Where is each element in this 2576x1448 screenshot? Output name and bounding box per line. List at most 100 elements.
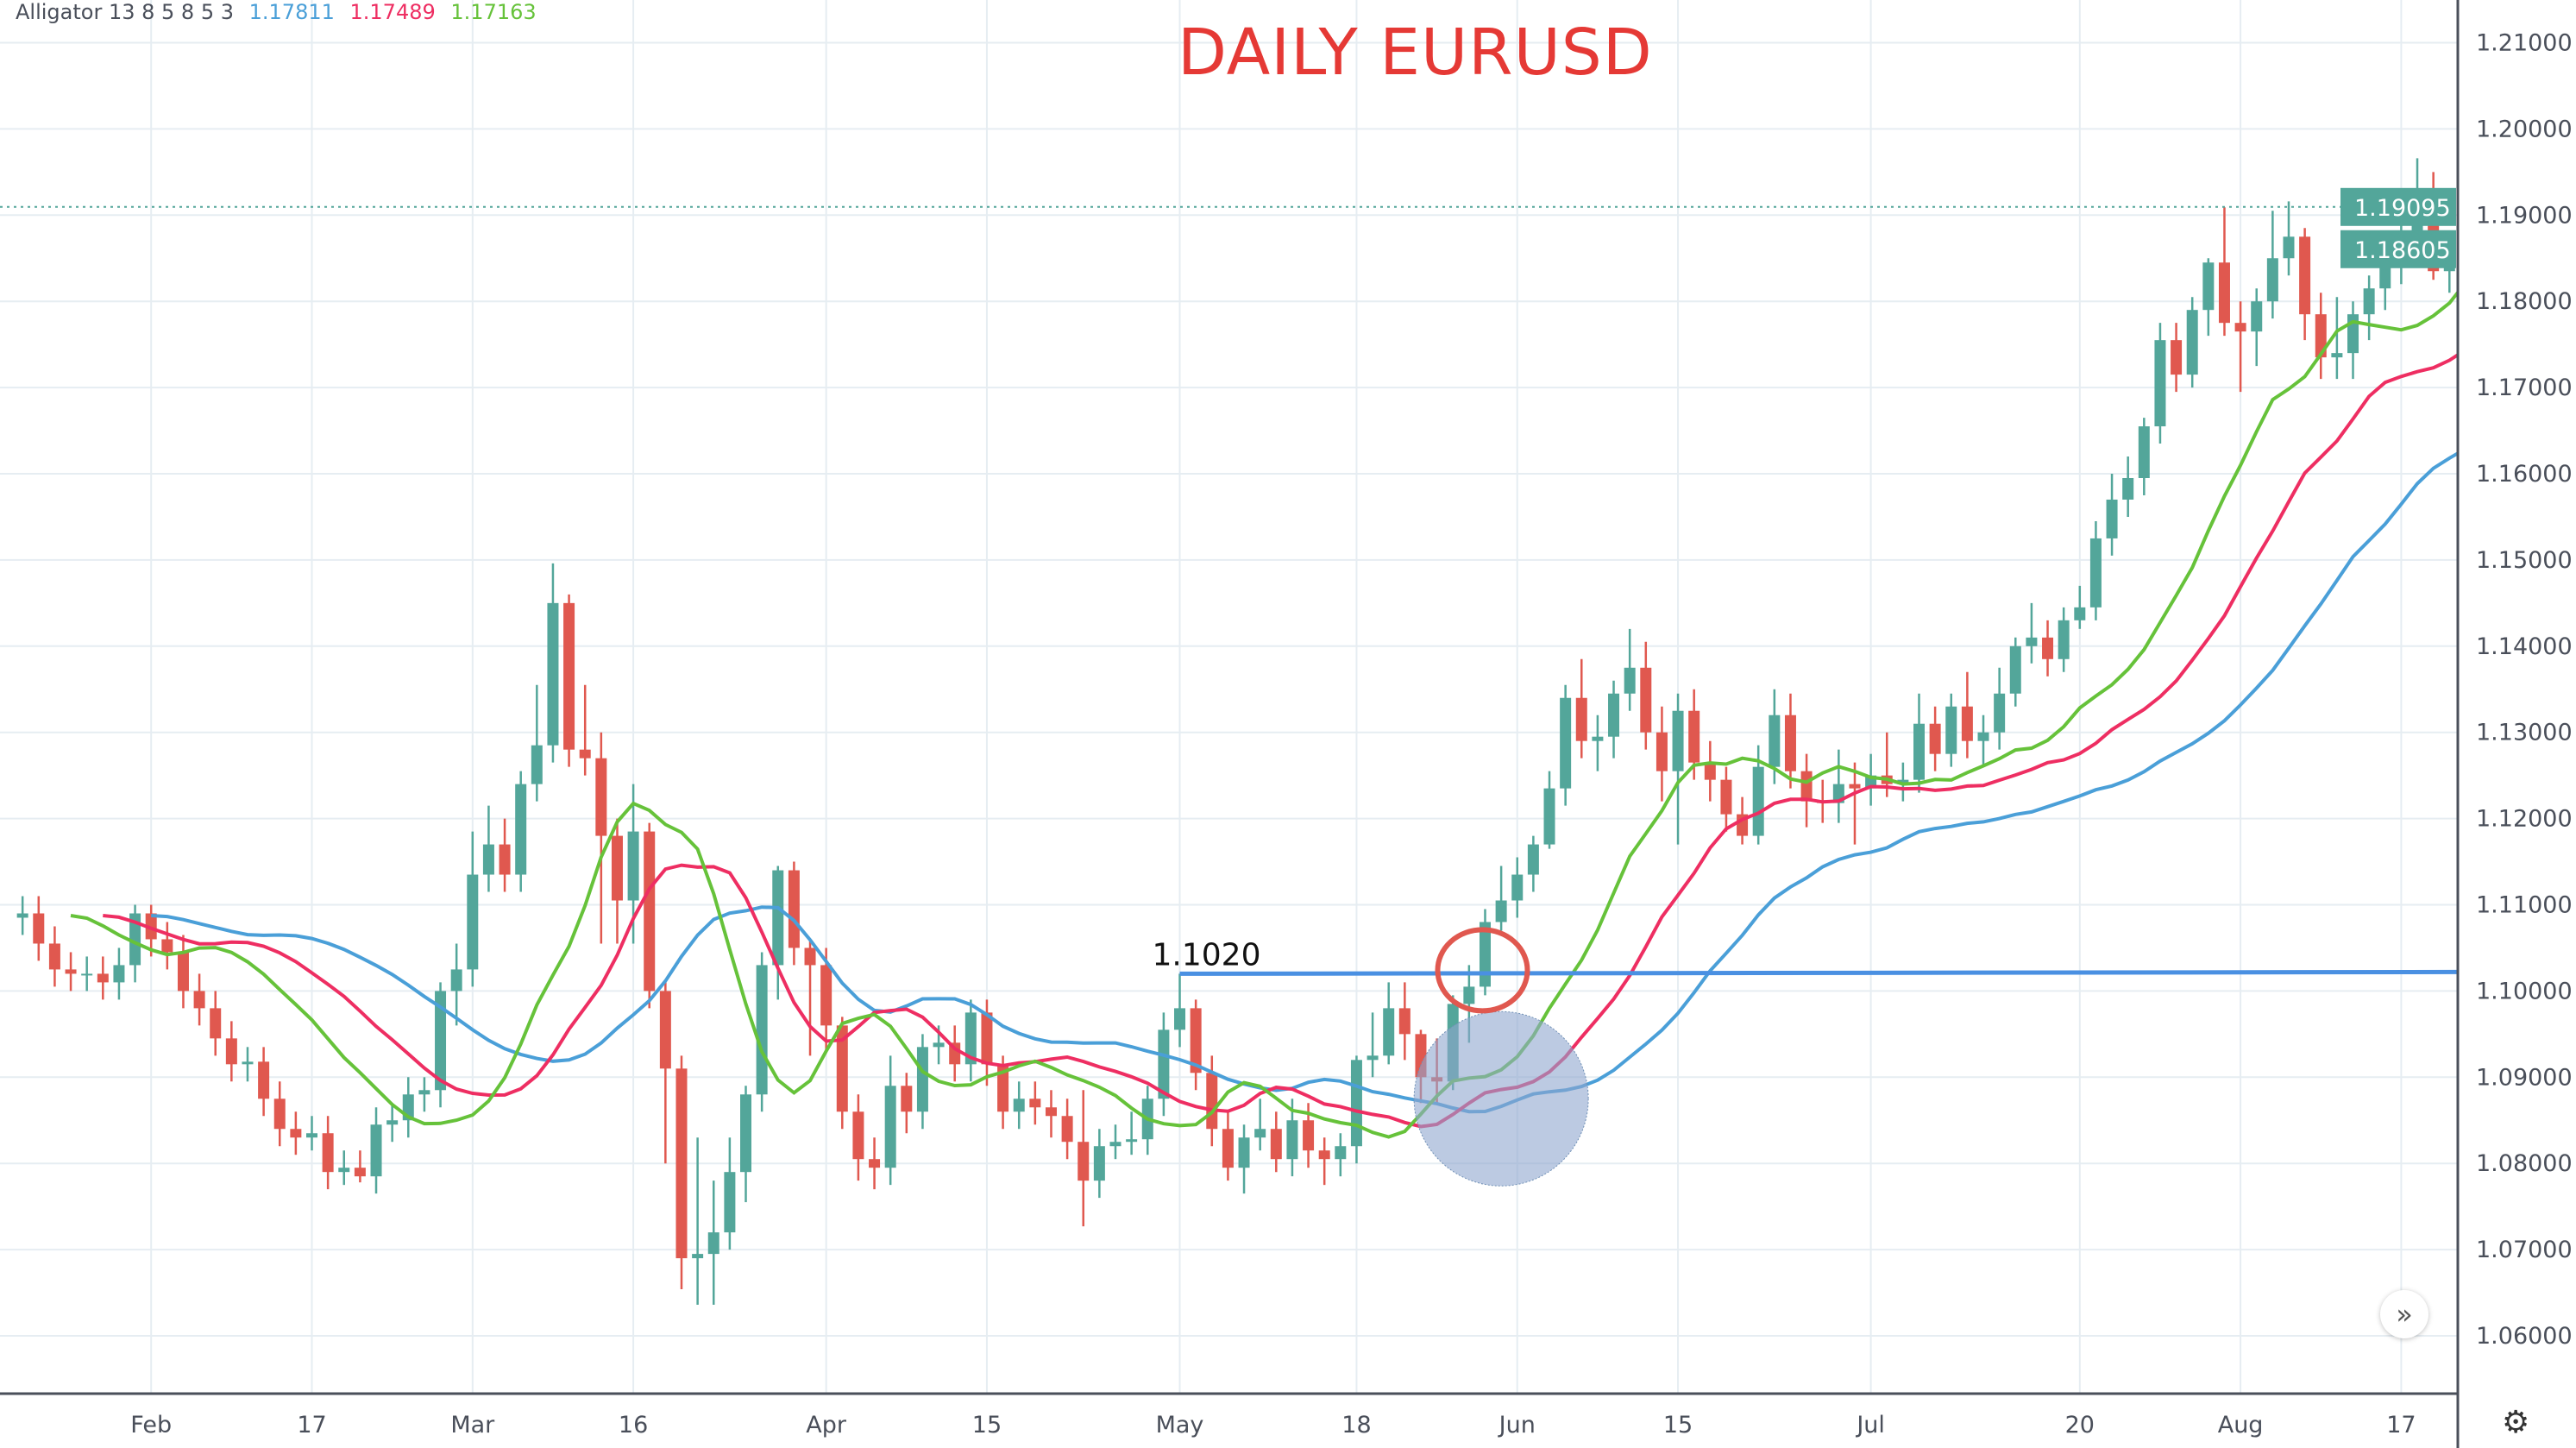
candle-body <box>1158 1029 1170 1099</box>
candle <box>740 1086 752 1203</box>
candle-body <box>1704 762 1716 780</box>
candle-body <box>724 1172 736 1233</box>
candle-body <box>772 870 784 966</box>
candle-body <box>2299 236 2311 315</box>
candle-body <box>756 965 768 1095</box>
price-label-box <box>2340 230 2456 268</box>
y-tick-label: 1.13000 <box>2476 720 2573 746</box>
candle-body <box>1206 1073 1218 1130</box>
candle-body <box>1045 1107 1057 1117</box>
candle-body <box>1238 1137 1250 1168</box>
gear-icon[interactable]: ⚙ <box>2502 1405 2530 1440</box>
candle <box>2251 288 2263 367</box>
candle-body <box>1575 697 1587 741</box>
candle-body <box>322 1133 334 1173</box>
candle <box>16 896 28 935</box>
candle <box>2089 520 2102 620</box>
highlight-circle <box>1413 1010 1589 1187</box>
candle-body <box>1624 667 1636 694</box>
candle <box>467 831 479 987</box>
candle-body <box>1688 710 1700 763</box>
candle-body <box>97 973 109 983</box>
candle <box>2283 201 2295 276</box>
candle <box>2299 228 2311 341</box>
candle-body <box>901 1086 913 1112</box>
candle <box>1961 671 1973 759</box>
candle <box>402 1077 414 1138</box>
candle <box>435 982 447 1108</box>
candle <box>1190 999 1202 1091</box>
candle <box>193 973 205 1026</box>
candle-body <box>113 965 125 983</box>
plot-area <box>0 0 2458 1394</box>
candle <box>1800 753 1813 828</box>
candle <box>1704 740 1716 802</box>
candle-body <box>836 1025 848 1112</box>
candle <box>836 1017 848 1130</box>
candle <box>515 771 527 892</box>
candle <box>2058 607 2070 672</box>
candle-body <box>2138 426 2150 478</box>
candle-body <box>2171 340 2183 375</box>
candle-body <box>1367 1055 1379 1061</box>
candle-body <box>2026 637 2038 646</box>
candle-body <box>129 913 141 966</box>
candle <box>531 684 543 802</box>
y-tick-label: 1.21000 <box>2476 30 2573 57</box>
candle-body <box>1720 779 1732 815</box>
candle-body <box>16 913 28 918</box>
candle <box>177 935 189 1009</box>
candle-body <box>2042 637 2054 659</box>
candle <box>1784 693 1796 789</box>
x-tick-label: Aug <box>2218 1412 2264 1439</box>
candle <box>273 1081 286 1147</box>
candle-body <box>1640 667 1652 733</box>
price-label-text: 1.18605 <box>2354 237 2451 264</box>
candle <box>1897 762 1909 802</box>
candle <box>338 1150 350 1186</box>
scroll-to-realtime-button[interactable]: » <box>2380 1290 2428 1338</box>
candle-body <box>964 1012 977 1065</box>
candle-body <box>1897 779 1909 784</box>
candle <box>418 1077 430 1112</box>
candle-body <box>450 969 462 992</box>
candle-body <box>2283 236 2295 259</box>
candle <box>1720 766 1732 832</box>
candle <box>2009 637 2021 707</box>
candle <box>1367 1012 1379 1078</box>
candle-body <box>820 965 832 1026</box>
candle-body <box>1463 986 1475 1004</box>
alligator-teeth-line <box>103 352 2458 1129</box>
candle <box>1479 909 1491 996</box>
candle <box>482 805 494 892</box>
candle-body <box>884 1086 896 1168</box>
candle-body <box>1672 710 1684 771</box>
candle <box>81 956 93 992</box>
level-line <box>1179 969 2458 976</box>
candle <box>1624 628 1636 711</box>
candle-body <box>1945 706 1957 754</box>
candle-body <box>804 947 816 966</box>
y-tick-label: 1.14000 <box>2476 633 2573 660</box>
x-tick-label: 18 <box>1341 1412 1371 1439</box>
candle <box>2026 602 2038 664</box>
candle-body <box>916 1047 928 1112</box>
candle-body <box>1511 874 1524 901</box>
candle-body <box>997 1064 1009 1112</box>
candle <box>675 1055 688 1290</box>
candle <box>48 926 60 987</box>
candle-body <box>1495 900 1507 922</box>
candle-body <box>2122 477 2134 500</box>
candle-body <box>1849 784 1861 789</box>
x-tick-label: Jul <box>1855 1412 1885 1439</box>
candle-body <box>290 1129 302 1138</box>
y-tick-label: 1.17000 <box>2476 375 2573 401</box>
candle <box>97 956 109 1000</box>
candle-body <box>1994 693 2006 733</box>
candle-body <box>2089 538 2102 608</box>
candle-body <box>242 1061 254 1065</box>
candle <box>563 594 575 767</box>
candle <box>354 1150 366 1183</box>
candle-body <box>499 844 511 875</box>
